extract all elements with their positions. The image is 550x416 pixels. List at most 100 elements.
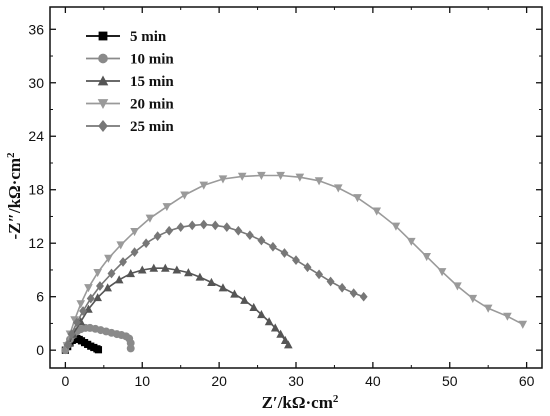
data-point — [234, 225, 243, 236]
data-point — [116, 241, 126, 250]
data-point — [314, 177, 324, 186]
axes: 0 10 20 30 40 50 60 0 6 12 18 24 30 36 — [28, 6, 543, 389]
data-point — [257, 171, 266, 180]
data-point — [211, 220, 220, 231]
data-point — [283, 340, 293, 349]
legend-marker — [97, 99, 109, 109]
data-point — [218, 175, 228, 184]
y-axis-title: -Z″/kΩ·cm2 — [5, 152, 24, 240]
data-point — [199, 219, 208, 230]
series-layer — [61, 171, 528, 355]
data-point — [107, 268, 116, 279]
y-tick-label: 30 — [28, 75, 44, 91]
legend-entry: 5 min — [86, 29, 167, 45]
data-point — [104, 254, 113, 263]
x-tick-label: 40 — [365, 373, 381, 389]
data-point — [453, 282, 462, 291]
legend-label: 5 min — [130, 29, 167, 45]
legend-marker — [98, 31, 108, 41]
legend: 5 min 10 min 15 min 20 min 25 min — [86, 29, 174, 135]
y-tick-label: 6 — [36, 289, 44, 305]
x-tick-label: 10 — [134, 373, 150, 389]
data-point — [126, 344, 135, 353]
legend-label: 10 min — [130, 52, 174, 68]
legend-marker — [97, 75, 109, 86]
legend-entry: 15 min — [86, 74, 174, 90]
data-point — [359, 291, 368, 302]
data-point — [137, 265, 147, 274]
data-point — [149, 263, 159, 272]
data-point — [195, 272, 205, 281]
data-point — [257, 235, 266, 246]
legend-marker — [98, 53, 108, 64]
data-point — [76, 300, 86, 309]
x-tick-label: 0 — [61, 373, 69, 389]
data-point — [114, 275, 124, 284]
data-point — [276, 171, 285, 180]
data-point — [257, 310, 266, 319]
plot-frame — [49, 6, 543, 369]
data-point — [353, 194, 362, 203]
data-point — [165, 225, 174, 236]
data-point — [372, 207, 382, 216]
data-point — [126, 269, 136, 278]
data-point — [326, 276, 335, 287]
data-point — [333, 184, 343, 193]
x-tick-label: 50 — [442, 373, 458, 389]
y-tick-label: 0 — [36, 342, 44, 358]
series-5 — [63, 219, 368, 350]
data-point — [180, 191, 189, 200]
data-point — [199, 181, 209, 190]
data-point — [72, 317, 81, 328]
series-3 — [64, 263, 293, 349]
y-tick-label: 12 — [28, 235, 44, 251]
data-point — [406, 237, 416, 246]
data-point — [188, 220, 197, 231]
data-point — [84, 284, 93, 293]
data-point — [245, 230, 254, 241]
data-point — [162, 203, 172, 212]
data-point — [142, 238, 151, 249]
data-point — [63, 339, 72, 350]
data-point — [96, 281, 104, 291]
data-point — [172, 265, 182, 274]
data-point — [176, 222, 185, 233]
data-point — [422, 252, 432, 262]
data-point — [249, 302, 259, 311]
data-point — [94, 346, 103, 354]
data-point — [130, 228, 139, 237]
data-point — [280, 335, 290, 344]
x-tick-label: 30 — [288, 373, 304, 389]
x-tick-label: 60 — [519, 373, 535, 389]
data-point — [86, 293, 95, 304]
data-point — [338, 282, 347, 293]
data-point — [240, 295, 249, 304]
data-point — [295, 173, 305, 182]
data-point — [280, 248, 289, 258]
data-point — [184, 268, 193, 277]
y-tick-label: 18 — [28, 182, 44, 198]
data-point — [230, 289, 239, 298]
data-point — [222, 222, 231, 233]
data-point — [503, 312, 512, 321]
legend-entry: 20 min — [86, 97, 174, 113]
data-point — [79, 306, 88, 316]
data-point — [391, 222, 401, 231]
series-4 — [62, 171, 528, 351]
data-point — [67, 329, 76, 339]
data-point — [119, 257, 127, 267]
legend-marker — [98, 120, 108, 132]
data-point — [268, 241, 277, 252]
legend-label: 15 min — [130, 74, 174, 90]
data-point — [292, 255, 300, 266]
data-point — [160, 263, 170, 272]
legend-label: 20 min — [130, 97, 174, 113]
data-point — [315, 269, 324, 280]
data-point — [264, 317, 274, 326]
x-tick-label: 20 — [211, 373, 227, 389]
legend-label: 25 min — [130, 119, 174, 135]
data-point — [518, 320, 528, 329]
data-point — [145, 214, 155, 223]
legend-entry: 10 min — [86, 52, 174, 68]
